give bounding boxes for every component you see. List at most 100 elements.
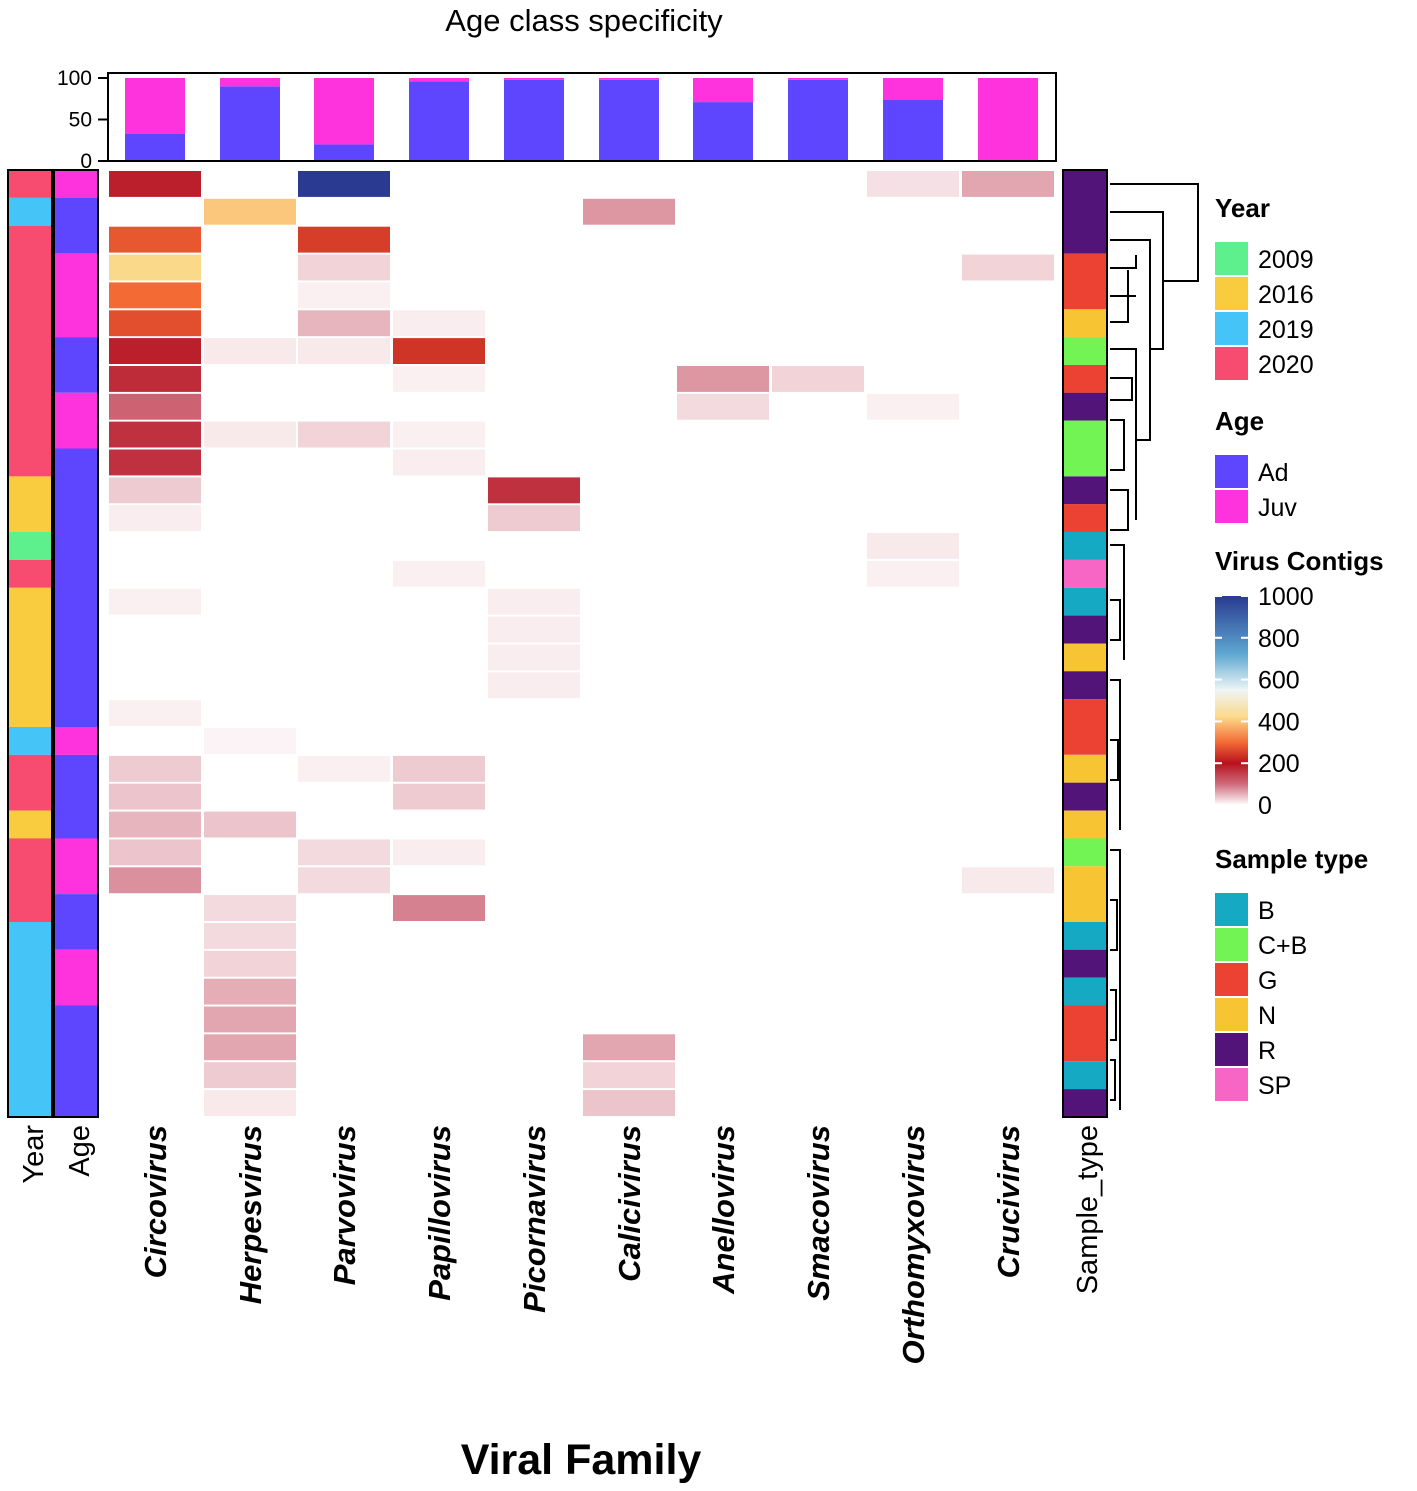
heatmap-cell bbox=[962, 171, 1054, 197]
heatmap-cell bbox=[298, 338, 390, 364]
age-annotation-cell bbox=[54, 755, 98, 839]
heatmap-cell bbox=[298, 310, 390, 336]
heatmap-cell bbox=[109, 700, 201, 726]
family-label: Picornavirus bbox=[517, 1125, 552, 1313]
year-legend-label: 2020 bbox=[1258, 351, 1314, 379]
age-bar-juv bbox=[788, 78, 848, 80]
dendrogram-branch bbox=[1110, 212, 1163, 349]
heatmap-cell bbox=[488, 617, 580, 643]
age-bar-juv bbox=[504, 78, 564, 80]
age-bar-ad bbox=[788, 80, 848, 161]
dendrogram-branch bbox=[1110, 990, 1116, 1040]
sample-annotation-cell bbox=[1063, 699, 1107, 755]
dendrogram-branch bbox=[1110, 600, 1120, 640]
heatmap-cell bbox=[488, 645, 580, 671]
age-bar-juv bbox=[599, 78, 659, 80]
heatmap-cell bbox=[204, 422, 296, 448]
sample-type-legend-swatch bbox=[1215, 893, 1248, 926]
sample-annotation-cell bbox=[1063, 588, 1107, 616]
heatmap-cell bbox=[109, 255, 201, 281]
age-annotation-cell bbox=[54, 254, 98, 338]
heatmap-cell bbox=[298, 422, 390, 448]
age-annotation-column bbox=[54, 170, 98, 1117]
x-axis-title: Viral Family bbox=[461, 1436, 702, 1484]
sample-type-legend-label: N bbox=[1258, 1002, 1276, 1030]
sample-annotation-cell bbox=[1063, 532, 1107, 560]
heatmap-cell bbox=[109, 282, 201, 308]
heatmap-cell bbox=[204, 979, 296, 1005]
colorbar-tick-label: 400 bbox=[1258, 708, 1300, 736]
age-bar-juv bbox=[883, 78, 943, 100]
heatmap-cell bbox=[677, 366, 769, 392]
sample-annotation-cell bbox=[1063, 1006, 1107, 1062]
heatmap-cell bbox=[772, 366, 864, 392]
age-bar-ad bbox=[693, 102, 753, 161]
year-legend-label: 2019 bbox=[1258, 316, 1314, 344]
heatmap-cell bbox=[298, 171, 390, 197]
year-legend-title: Year bbox=[1215, 193, 1270, 223]
sample-type-legend-label: SP bbox=[1258, 1072, 1291, 1100]
age-legend-swatch bbox=[1215, 455, 1248, 488]
age-annotation-cell bbox=[54, 170, 98, 198]
heatmap-cell bbox=[109, 784, 201, 810]
heatmap-cell bbox=[109, 477, 201, 503]
sample-type-legend-title: Sample type bbox=[1215, 844, 1368, 874]
heatmap-cell bbox=[583, 1062, 675, 1088]
year-annotation-cell bbox=[8, 588, 52, 727]
sample-annotation-cell bbox=[1063, 254, 1107, 310]
heatmap-cell bbox=[488, 672, 580, 698]
sample-annotation-cell bbox=[1063, 170, 1107, 254]
sample-annotation-cell bbox=[1063, 755, 1107, 783]
heatmap-cell bbox=[204, 338, 296, 364]
heatmap-cell bbox=[393, 561, 485, 587]
heatmap-cell bbox=[393, 784, 485, 810]
sample-type-legend-label: C+B bbox=[1258, 932, 1307, 960]
family-label: Smacovirus bbox=[801, 1125, 836, 1301]
heatmap-cell bbox=[488, 477, 580, 503]
age-legend-label: Ad bbox=[1258, 459, 1289, 487]
heatmap-cell bbox=[488, 505, 580, 531]
heatmap-cell bbox=[109, 839, 201, 865]
heatmap-cell bbox=[867, 394, 959, 420]
colorbar-tick-label: 800 bbox=[1258, 625, 1300, 653]
heatmap-cell bbox=[393, 839, 485, 865]
age-legend-label: Juv bbox=[1258, 494, 1297, 522]
dendrogram-branch bbox=[1110, 240, 1150, 440]
sample-annotation-cell bbox=[1063, 978, 1107, 1006]
sample-annotation-cell bbox=[1063, 560, 1107, 588]
age-annotation-cell bbox=[54, 894, 98, 950]
colorbar-title: Virus Contigs bbox=[1215, 546, 1384, 576]
heatmap-cell bbox=[109, 310, 201, 336]
year-legend-swatch bbox=[1215, 347, 1248, 380]
sample-type-column-label: Sample_type bbox=[1072, 1125, 1104, 1294]
year-legend-swatch bbox=[1215, 312, 1248, 345]
heatmap-figure: Age class specificity 100500 Year Age Sa… bbox=[0, 0, 1417, 1491]
colorbar-tick-label: 600 bbox=[1258, 667, 1300, 695]
dendrogram-branch bbox=[1110, 420, 1124, 470]
heatmap-cell bbox=[583, 199, 675, 225]
heatmap-cell bbox=[298, 756, 390, 782]
heatmap-cell bbox=[204, 812, 296, 838]
year-annotation-cell bbox=[8, 170, 52, 198]
sample-type-legend-label: R bbox=[1258, 1037, 1276, 1065]
year-annotation-cell bbox=[8, 838, 52, 922]
dendrogram-branch bbox=[1110, 490, 1128, 530]
family-label: Calicivirus bbox=[612, 1125, 647, 1282]
sample-type-legend-swatch bbox=[1215, 1068, 1248, 1101]
heatmap-cells bbox=[109, 171, 1054, 1116]
age-bar-ad bbox=[504, 80, 564, 161]
heatmap-cell bbox=[109, 589, 201, 615]
sample-annotation-cell bbox=[1063, 783, 1107, 811]
age-bar-juv bbox=[125, 78, 185, 134]
top-bar-panel bbox=[125, 78, 1038, 161]
heatmap-cell bbox=[204, 1090, 296, 1116]
year-annotation-cell bbox=[8, 727, 52, 755]
year-legend-swatch bbox=[1215, 242, 1248, 275]
year-annotation-column bbox=[8, 170, 52, 1117]
heatmap-cell bbox=[204, 199, 296, 225]
year-annotation-cell bbox=[8, 198, 52, 226]
heatmap-cell bbox=[109, 171, 201, 197]
heatmap-cell bbox=[488, 589, 580, 615]
year-annotation-cell bbox=[8, 560, 52, 588]
sample-annotation-cell bbox=[1063, 866, 1107, 922]
